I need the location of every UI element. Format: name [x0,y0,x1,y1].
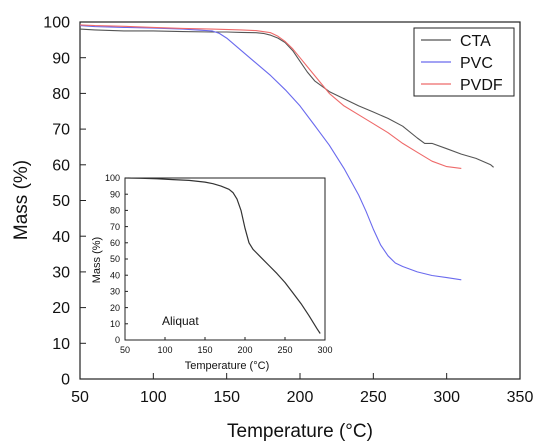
inset-plot-frame [124,177,326,341]
inset-y-tick-label: 20 [110,303,120,313]
main-y-axis-title: Mass (%) [11,160,32,240]
inset-x-tick-label: 250 [277,345,292,355]
legend-label-cta: CTA [460,33,491,50]
legend-label-pvdf: PVDF [460,77,503,94]
inset-y-tick-label: 0 [115,335,120,345]
main-y-tick-label: 10 [52,336,70,353]
inset-axis-ticks: 50 100 150 200 250 300 0 10 20 30 40 50 60 70 80 90 100 [105,173,333,355]
main-y-tick-label: 80 [52,86,70,103]
inset-y-tick-label: 30 [110,287,120,297]
inset-series-line-0 [124,177,321,334]
main-chart: 50 100 150 200 250 300 35001020304050607080901… [11,15,533,442]
main-x-tick-label: 300 [433,389,460,406]
inset-y-tick-label: 80 [110,206,120,216]
inset-x-tick-label: 50 [120,345,130,355]
inset-annotation: Aliquat [162,314,199,328]
main-y-tick-label: 30 [52,265,70,282]
main-x-tick-label: 200 [287,389,314,406]
inset-x-tick-label: 300 [317,345,332,355]
inset-y-tick-label: 70 [110,222,120,232]
inset-y-tick-label: 40 [110,270,120,280]
main-y-tick-label: 0 [61,372,70,389]
main-y-tick-label: 100 [43,15,70,32]
main-series-line-cta [79,28,494,168]
main-y-tick-label: 20 [52,300,70,317]
inset-x-axis-title: Temperature (°C) [185,360,269,372]
inset-y-tick-label: 90 [110,189,120,199]
main-y-tick-label: 60 [52,157,70,174]
main-series-line-pvc [79,25,462,281]
inset-y-tick-label: 50 [110,254,120,264]
legend-label-pvc: PVC [460,55,493,72]
main-y-tick-label: 90 [52,50,70,67]
main-y-tick-label: 70 [52,122,70,139]
inset-x-tick-label: 100 [157,345,172,355]
inset-x-tick-label: 150 [197,345,212,355]
main-x-tick-label: 150 [213,389,240,406]
inset-y-axis-title: Mass (%) [91,237,103,283]
main-x-tick-label: 50 [71,389,89,406]
main-x-tick-label: 100 [140,389,167,406]
main-axis-ticks: 50 100 150 200 250 300 35001020304050607080901… [43,15,533,406]
inset-x-tick-label: 200 [237,345,252,355]
main-x-axis-title: Temperature (°C) [227,421,373,442]
legend: CTA PVC PVDF [413,27,515,97]
main-x-tick-label: 350 [507,389,534,406]
inset-chart: 50 100 150 200 250 3000102030405060708090100 … [91,173,333,372]
main-series-line-pvdf [79,24,462,169]
main-y-tick-label: 40 [52,229,70,246]
main-x-tick-label: 250 [360,389,387,406]
inset-y-tick-label: 100 [105,173,120,183]
main-series-lines [79,24,494,281]
main-y-tick-label: 50 [52,193,70,210]
inset-y-tick-label: 10 [110,319,120,329]
inset-y-tick-label: 60 [110,238,120,248]
inset-series-line [124,177,321,334]
